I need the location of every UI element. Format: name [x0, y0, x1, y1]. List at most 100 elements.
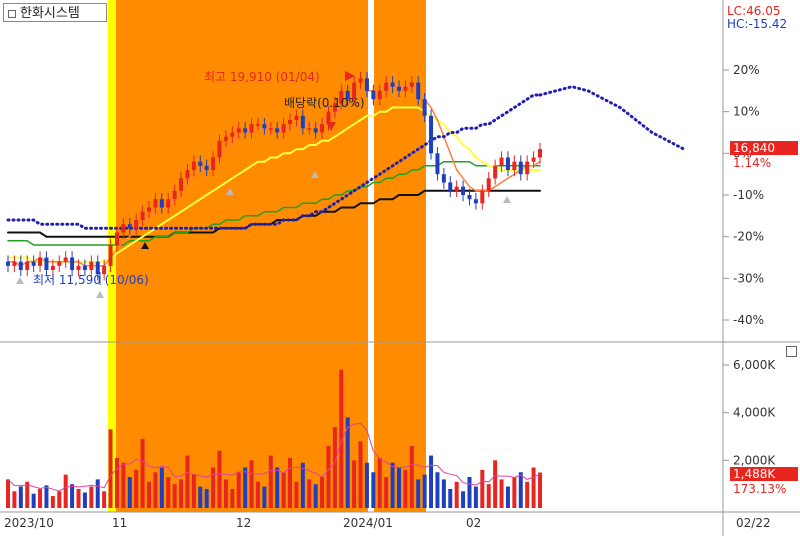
volume-bar — [25, 481, 30, 508]
candle-body — [377, 90, 382, 100]
volume-bar — [82, 492, 87, 508]
volume-bar — [294, 481, 299, 508]
ma-line-envelope — [6, 93, 542, 230]
candle-body — [486, 178, 491, 191]
volume-bar — [518, 472, 523, 508]
volume-bar — [505, 486, 510, 508]
candle-body — [50, 265, 55, 270]
window-square-icon[interactable] — [8, 10, 16, 18]
candle-body — [12, 261, 17, 266]
candle-body — [326, 111, 331, 125]
candle-body — [429, 115, 434, 154]
x-tick-label: 11 — [112, 516, 128, 530]
volume-bar — [377, 457, 382, 508]
candle-body — [467, 195, 472, 200]
candle-body — [448, 182, 453, 191]
hc-label: HC:-15.42 — [727, 17, 788, 31]
candle-body — [243, 128, 248, 133]
x-tick-label: 02/22 — [736, 516, 771, 530]
volume-bar — [236, 472, 241, 508]
candle-body — [512, 161, 517, 170]
volume-bar — [134, 469, 139, 508]
candle-body — [121, 224, 126, 233]
x-tick-label: 02 — [466, 516, 482, 530]
candle-body — [63, 257, 68, 262]
candle-body — [396, 86, 401, 91]
volume-panel-close-icon[interactable] — [786, 346, 797, 357]
high-annotation: 최고 19,910 (01/04) — [204, 70, 320, 84]
volume-bar — [172, 484, 177, 508]
x-tick-label: 2023/10 — [4, 516, 54, 530]
candle-body — [480, 190, 485, 204]
candle-body — [307, 128, 312, 130]
candle-body — [435, 153, 440, 175]
volume-bar — [108, 429, 113, 508]
volume-bar — [249, 460, 254, 508]
volume-bar — [140, 438, 145, 508]
gray-arrow-icon-3 — [311, 171, 319, 178]
volume-bar — [44, 485, 49, 508]
gray-arrow-icon-1 — [96, 291, 104, 298]
volume-bar — [448, 488, 453, 508]
candle-body — [31, 261, 36, 266]
volume-bar — [185, 455, 190, 508]
candle-body — [249, 124, 254, 133]
volume-bar — [275, 467, 280, 508]
volume-bar — [339, 369, 344, 508]
candle-body — [313, 128, 318, 133]
volume-bar — [467, 477, 472, 508]
stock-title-box[interactable]: 한화시스템 — [3, 3, 107, 22]
volume-bar — [435, 472, 440, 508]
candle-body — [191, 161, 196, 170]
price-tick-label: -20% — [733, 230, 764, 244]
candle-body — [89, 261, 94, 270]
candle-body — [531, 157, 536, 162]
volume-bar — [486, 484, 491, 508]
volume-bar — [204, 488, 209, 508]
candle-body — [390, 82, 395, 87]
volume-bar — [38, 488, 43, 508]
gray-arrow-icon-2 — [226, 188, 234, 195]
volume-bar — [50, 496, 55, 508]
volume-bar — [525, 481, 530, 508]
highlight-band-orange-1 — [116, 0, 368, 512]
candle-body — [441, 174, 446, 183]
volume-bar — [191, 474, 196, 508]
volume-bar — [422, 474, 427, 508]
volume-bar — [268, 455, 273, 508]
gray-arrow-icon-5 — [16, 277, 24, 284]
candle-body — [352, 82, 357, 100]
volume-bar — [223, 479, 228, 508]
volume-bar — [70, 484, 75, 508]
candle-body — [358, 78, 363, 83]
volume-bar — [313, 484, 318, 508]
candle-body — [461, 186, 466, 195]
candle-body — [127, 224, 132, 229]
volume-bar — [230, 488, 235, 508]
volume-tick-label: 2,000K — [733, 453, 776, 467]
candle-body — [179, 178, 184, 191]
price-tick-label: -30% — [733, 271, 764, 285]
candle-body — [538, 149, 542, 158]
candle-body — [70, 257, 75, 270]
volume-bar — [326, 446, 331, 508]
highlight-band-white-gap — [368, 0, 374, 512]
volume-tick-label: 6,000K — [733, 358, 776, 372]
current-change-label: 1.14% — [733, 156, 772, 170]
candle-body — [211, 157, 216, 170]
candle-body — [134, 220, 139, 229]
gray-arrow-icon-4 — [503, 196, 511, 203]
buy-arrow-icon — [141, 242, 149, 249]
candle-body — [159, 199, 164, 208]
candle-body — [384, 82, 389, 91]
dividend-annotation: 배당락(0.10%) — [284, 96, 365, 110]
candle-body — [223, 136, 228, 141]
candle-body — [409, 82, 414, 87]
volume-bar — [198, 486, 203, 508]
candle-body — [38, 257, 43, 266]
candle-body — [108, 245, 113, 266]
candle-body — [185, 170, 190, 179]
candle-body — [102, 265, 107, 275]
candle-body — [525, 161, 530, 175]
candle-body — [345, 90, 350, 100]
